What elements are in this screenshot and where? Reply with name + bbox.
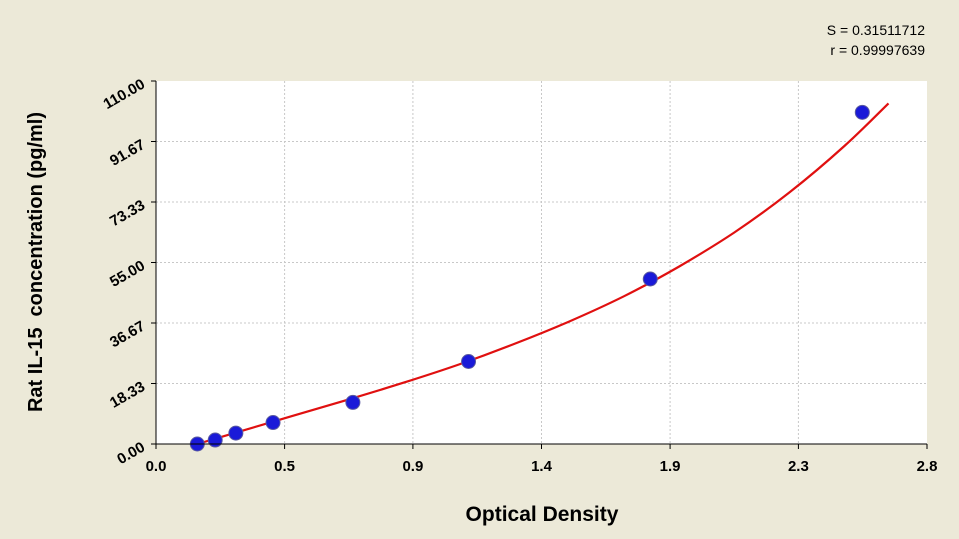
- x-tick-label: 0.9: [402, 458, 423, 475]
- x-tick-label: 2.8: [917, 458, 938, 475]
- x-tick-label: 1.4: [531, 458, 553, 475]
- s-statistic: S = 0.31511712: [826, 22, 925, 38]
- data-point: [642, 271, 658, 287]
- data-point: [207, 432, 223, 448]
- data-point: [345, 394, 361, 410]
- y-axis-title: Rat IL-15 concentration (pg/ml): [25, 112, 47, 412]
- y-tick-label: 55.00: [107, 257, 148, 290]
- y-tick-label: 73.33: [107, 197, 148, 230]
- grid-lines: [156, 81, 927, 444]
- data-point: [228, 425, 244, 441]
- x-tick-label: 0.0: [146, 458, 167, 475]
- r-statistic: r = 0.99997639: [830, 42, 925, 58]
- y-tick-label: 0.00: [114, 439, 148, 468]
- fit-curve-layer: [196, 102, 890, 446]
- x-tick-label: 2.3: [788, 458, 809, 475]
- y-tick-label: 18.33: [107, 378, 148, 411]
- data-point: [461, 354, 477, 369]
- fit-statistics: S = 0.31511712 r = 0.99997639: [827, 20, 925, 60]
- axes: [151, 80, 928, 449]
- data-point: [854, 104, 870, 120]
- fit-curve-line: [196, 102, 890, 446]
- x-tick-label: 1.9: [660, 458, 681, 475]
- y-tick-label: 110.00: [100, 76, 148, 113]
- x-axis-title: Optical Density: [466, 503, 619, 526]
- y-tick-label: 91.67: [107, 136, 148, 169]
- data-point: [265, 415, 281, 431]
- y-tick-label: 36.67: [107, 318, 148, 351]
- x-tick-label: 0.5: [274, 458, 295, 475]
